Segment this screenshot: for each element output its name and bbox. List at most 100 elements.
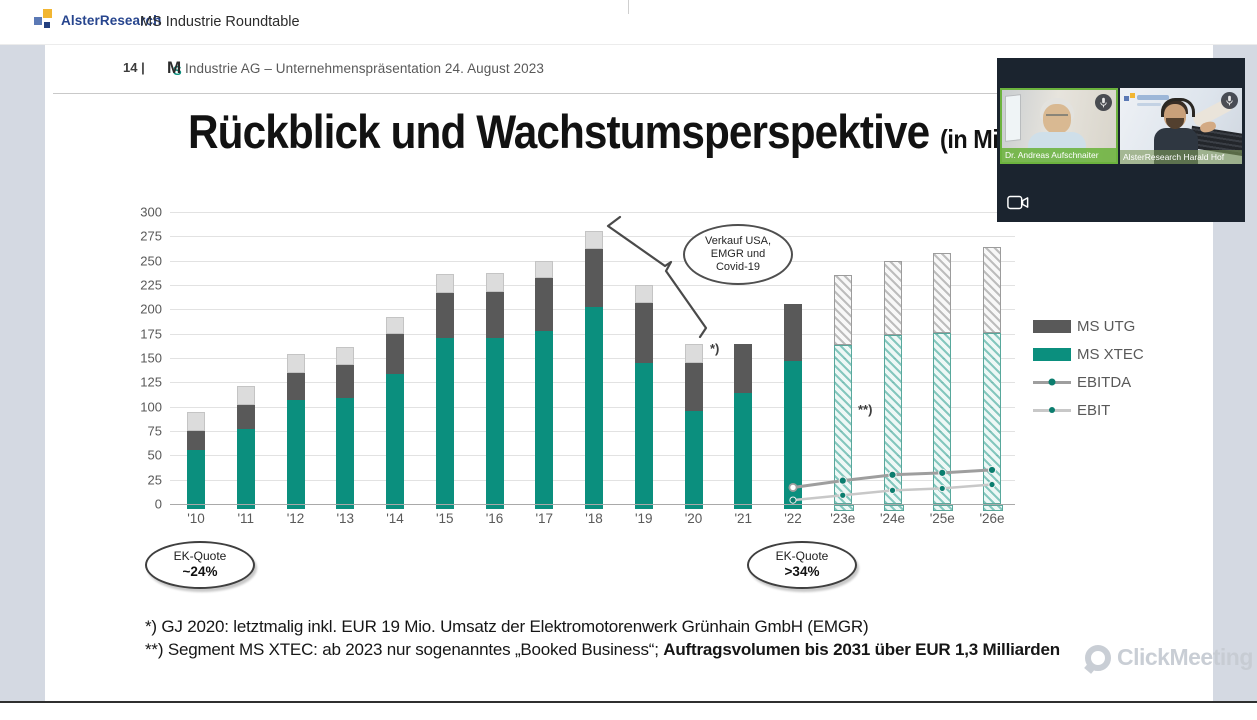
brand-name: AlsterResearch [61,13,162,28]
bar-segment-ms-xtec [236,429,255,504]
bar-segment-ms-xtec [187,450,205,504]
participant-name-tag: AlsterResearch Harald Hof [1120,150,1242,164]
virtual-background-logo [1124,93,1170,109]
bar-segment-ms-utg [585,248,603,308]
bar-segment-ms-xtec [634,362,653,504]
bar-segment-ms-utg [236,404,255,430]
bar-segment-ms-utg [535,278,554,331]
legend-line-ebit [1033,408,1071,412]
bar-segment-ms-xtec [585,307,603,504]
footnote-2-bold: Auftragsvolumen bis 2031 über EUR 1,3 Mi… [663,640,1060,659]
x-axis-tick-label: '22 [784,511,802,526]
bar-segment-ms-utg [485,291,504,338]
legend-item-ms-xtec: MS XTEC [1033,340,1144,368]
microphone-button[interactable] [1095,94,1112,111]
bar-segment-unlabeled-top-segment [187,411,205,431]
bar-segment-ms-xtec [435,337,454,504]
callout-bubble: Verkauf USA, EMGR und Covid-19 [683,224,793,285]
slide-title-suffix: (in Mi [940,124,999,154]
axis-tick [734,505,753,509]
x-axis-tick-label: '23e [830,511,856,526]
bar-segment-ms-utg [336,364,355,398]
bar-segment-ms-utg [435,292,454,338]
y-axis-tick-label: 300 [140,204,162,220]
bar-segment-unlabeled-top-segment [236,386,255,405]
axis-tick [933,505,954,511]
bar-segment-unlabeled-top-segment [286,354,305,373]
footnote-marker-1: *) [710,341,720,356]
ek-quote-left-oval: EK-Quote ~24% [145,541,255,589]
x-axis-tick-label: '13 [336,511,355,526]
bar-segment-ms-xtec [535,330,554,504]
axis-tick [535,505,554,509]
ek-quote-right-oval: EK-Quote >34% [747,541,857,589]
y-axis-tick-label: 250 [140,253,162,269]
bar-segment-ms-xtec [983,332,1001,504]
bar-segment-ms-utg [784,304,802,361]
y-axis-tick-label: 25 [147,472,162,488]
bubble-line: EMGR und [710,247,766,260]
footnote-2: **) Segment MS XTEC: ab 2023 nur sogenan… [145,640,1060,660]
axis-tick [585,505,603,509]
ek-quote-value: >34% [784,564,820,580]
bar-segment-unlabeled-top-segment [336,347,355,365]
bar-segment-ms-utg [983,247,1001,333]
y-axis-tick-label: 150 [140,350,162,366]
camera-icon[interactable] [1007,195,1029,210]
x-axis-tick-label: '19 [634,511,653,526]
bar-segment-unlabeled-top-segment [634,285,653,304]
x-axis-tick-label: '12 [286,511,305,526]
ek-quote-label: EK-Quote [173,549,227,564]
bar-segment-ms-xtec [883,334,902,504]
bubble-line: Verkauf USA, [704,234,772,247]
gridline [170,212,1015,213]
video-tile-participant-2[interactable]: AlsterResearch Harald Hof [1120,88,1242,164]
gridline [170,504,1015,505]
window-background [1006,95,1020,141]
bar-segment-ms-utg [734,344,753,394]
x-axis-tick-label: '18 [585,511,603,526]
y-axis-tick-label: 0 [154,496,162,512]
y-axis-tick-label: 100 [140,399,162,415]
video-tile-participant-1[interactable]: Dr. Andreas Aufschnaiter [1000,88,1118,164]
axis-tick [983,505,1003,511]
bar-segment-ms-utg [187,431,205,451]
bar-segment-ms-xtec [684,410,703,504]
footnote-1: *) GJ 2020: letztmalig inkl. EUR 19 Mio.… [145,617,869,636]
axis-tick [187,505,205,509]
axis-tick [435,505,454,509]
legend-item-ebit: EBIT [1033,396,1144,424]
bar-segment-ms-xtec [833,345,852,504]
bar-segment-ms-utg [286,372,305,400]
legend-swatch-xtec [1033,347,1071,361]
axis-tick [784,505,802,509]
bar-segment-ms-xtec [485,337,504,504]
x-axis-tick-label: '14 [386,511,404,526]
bar-segment-unlabeled-top-segment [535,260,554,279]
bar-segment-unlabeled-top-segment [386,317,404,334]
screen-share-area: 14 | S M Industrie AG – Unternehmenspräs… [0,44,1257,703]
y-axis-tick-label: 200 [140,301,162,317]
meeting-title: MS Industrie Roundtable [140,14,300,30]
bar-segment-ms-xtec [286,399,305,504]
x-axis-tick-label: '16 [485,511,504,526]
axis-tick [833,505,854,511]
bubble-line: Covid-19 [715,261,761,274]
ek-quote-value: ~24% [182,564,218,580]
y-axis-tick-label: 275 [140,228,162,244]
x-axis-tick-label: '25e [929,511,955,526]
x-axis-tick-label: '10 [187,511,205,526]
legend-item-ebitda: EBITDA [1033,368,1144,396]
ek-quote-label: EK-Quote [775,549,829,564]
x-axis-tick-label: '21 [734,511,753,526]
legend-item-ms-utg: MS UTG [1033,312,1144,340]
axis-tick [634,505,653,509]
bar-segment-ms-utg [933,252,952,333]
clickmeeting-logo-icon [1084,644,1111,674]
alsterresearch-logo-icon [34,9,54,32]
y-axis-tick-label: 225 [140,277,162,293]
microphone-button[interactable] [1221,92,1238,109]
footnote-2-text: **) Segment MS XTEC: ab 2023 nur sogenan… [145,640,664,659]
y-axis-tick-label: 175 [140,326,162,342]
